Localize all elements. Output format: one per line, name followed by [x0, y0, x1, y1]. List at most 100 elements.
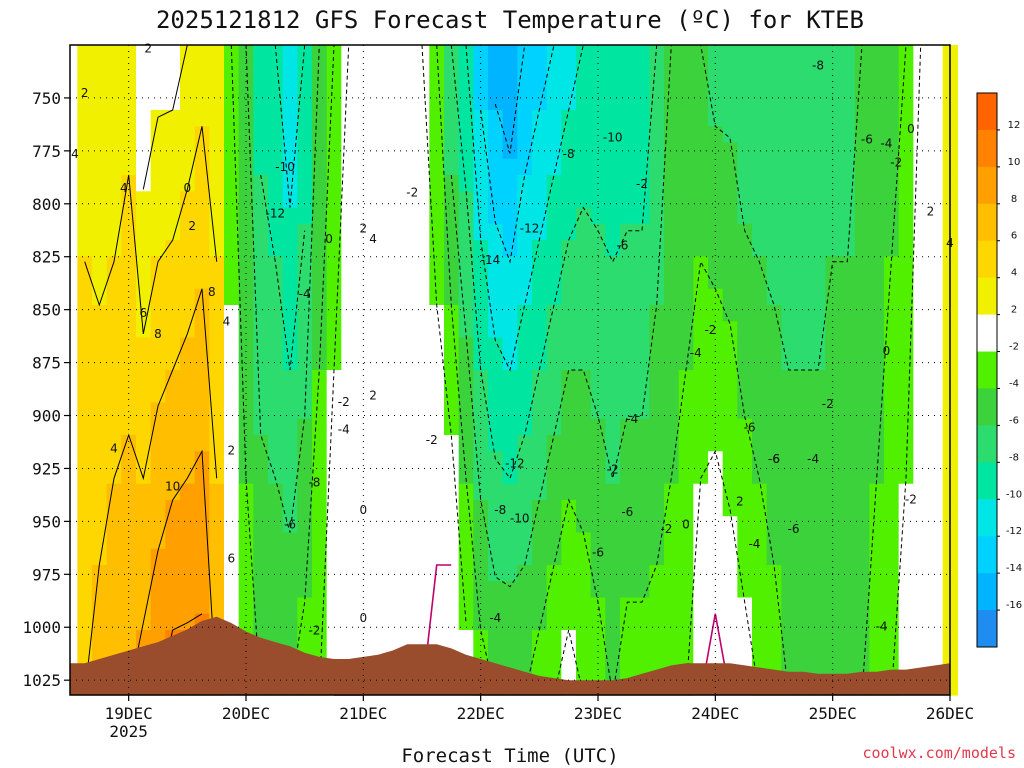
temperature-cell	[92, 353, 108, 371]
temperature-cell	[532, 142, 548, 160]
y-tick-label: 825	[32, 248, 61, 267]
temperature-cell	[180, 353, 196, 371]
contour-label: -2	[704, 323, 716, 337]
temperature-cell	[810, 305, 826, 322]
temperature-cell	[590, 516, 606, 534]
temperature-cell	[634, 61, 650, 79]
temperature-cell	[77, 565, 93, 582]
temperature-cell	[92, 223, 108, 241]
temperature-cell	[649, 646, 665, 664]
contour-label-text: 0	[907, 122, 915, 136]
temperature-cell	[620, 223, 636, 241]
contour-label-text: -6	[621, 505, 633, 519]
temperature-cell	[282, 207, 298, 225]
temperature-cell	[341, 191, 357, 209]
temperature-cell	[502, 548, 518, 566]
temperature-cell	[165, 516, 181, 534]
temperature-cell	[238, 126, 254, 144]
temperature-cell	[781, 61, 797, 79]
temperature-cell	[766, 191, 782, 209]
temperature-cell	[532, 175, 548, 192]
temperature-cell	[649, 321, 665, 339]
temperature-cell	[326, 451, 342, 469]
temperature-cell	[854, 581, 870, 599]
temperature-cell	[414, 402, 430, 420]
temperature-cell	[356, 142, 372, 160]
temperature-cell	[649, 467, 665, 485]
temperature-cell	[561, 93, 577, 111]
temperature-cell	[194, 435, 210, 452]
temperature-cell	[385, 305, 401, 322]
temperature-cell	[869, 77, 885, 95]
temperature-cell	[136, 630, 152, 647]
temperature-cell	[634, 548, 650, 566]
temperature-cell	[649, 207, 665, 225]
temperature-cell	[561, 435, 577, 452]
temperature-cell	[473, 93, 489, 111]
temperature-cell	[238, 370, 254, 387]
temperature-cell	[253, 467, 269, 485]
temperature-cell	[810, 126, 826, 144]
temperature-cell	[356, 581, 372, 599]
temperature-cell	[708, 548, 724, 566]
temperature-cell	[385, 272, 401, 290]
temperature-cell	[810, 256, 826, 274]
colorbar-swatch	[977, 277, 997, 315]
temperature-cell	[312, 435, 328, 452]
temperature-cell	[194, 597, 210, 615]
temperature-cell	[546, 353, 562, 371]
temperature-cell	[458, 93, 474, 111]
temperature-cell	[385, 337, 401, 355]
contour-label-text: -4	[748, 537, 760, 551]
temperature-cell	[385, 353, 401, 371]
temperature-cell	[312, 256, 328, 274]
temperature-cell	[590, 532, 606, 550]
temperature-cell	[898, 630, 914, 647]
temperature-cell	[326, 158, 342, 176]
temperature-cell	[414, 288, 430, 306]
temperature-cell	[488, 272, 504, 290]
temperature-cell	[92, 565, 108, 582]
temperature-cell	[121, 305, 137, 322]
temperature-cell	[898, 256, 914, 274]
temperature-cell	[825, 77, 841, 95]
temperature-cell	[488, 61, 504, 79]
temperature-cell	[92, 597, 108, 615]
temperature-cell	[693, 93, 709, 111]
temperature-cell	[238, 77, 254, 95]
temperature-cell	[209, 548, 225, 566]
temperature-cell	[92, 272, 108, 290]
temperature-cell	[576, 158, 592, 176]
temperature-cell	[297, 532, 313, 550]
temperature-cell	[92, 483, 108, 501]
temperature-cell	[752, 418, 768, 436]
temperature-cell	[385, 77, 401, 95]
temperature-cell	[385, 223, 401, 241]
colorbar-label: 4	[1011, 268, 1017, 279]
temperature-cell	[664, 110, 680, 127]
temperature-cell	[92, 256, 108, 274]
temperature-cell	[620, 467, 636, 485]
temperature-cell	[781, 597, 797, 615]
credit-text: coolwx.com/models	[862, 744, 1016, 762]
temperature-cell	[136, 256, 152, 274]
temperature-cell	[869, 646, 885, 664]
temperature-cell	[400, 175, 416, 192]
temperature-cell	[840, 565, 856, 582]
temperature-cell	[796, 337, 812, 355]
temperature-cell	[693, 240, 709, 257]
temperature-cell	[605, 548, 621, 566]
temperature-cell	[106, 630, 122, 647]
temperature-cell	[400, 532, 416, 550]
temperature-cell	[766, 321, 782, 339]
temperature-cell	[722, 418, 738, 436]
temperature-cell	[678, 353, 694, 371]
temperature-cell	[546, 418, 562, 436]
temperature-cell	[752, 61, 768, 79]
contour-label-text: -2	[822, 397, 834, 411]
temperature-cell	[106, 435, 122, 452]
temperature-cell	[92, 548, 108, 566]
temperature-cell	[737, 61, 753, 79]
temperature-cell	[678, 516, 694, 534]
temperature-cell	[825, 435, 841, 452]
